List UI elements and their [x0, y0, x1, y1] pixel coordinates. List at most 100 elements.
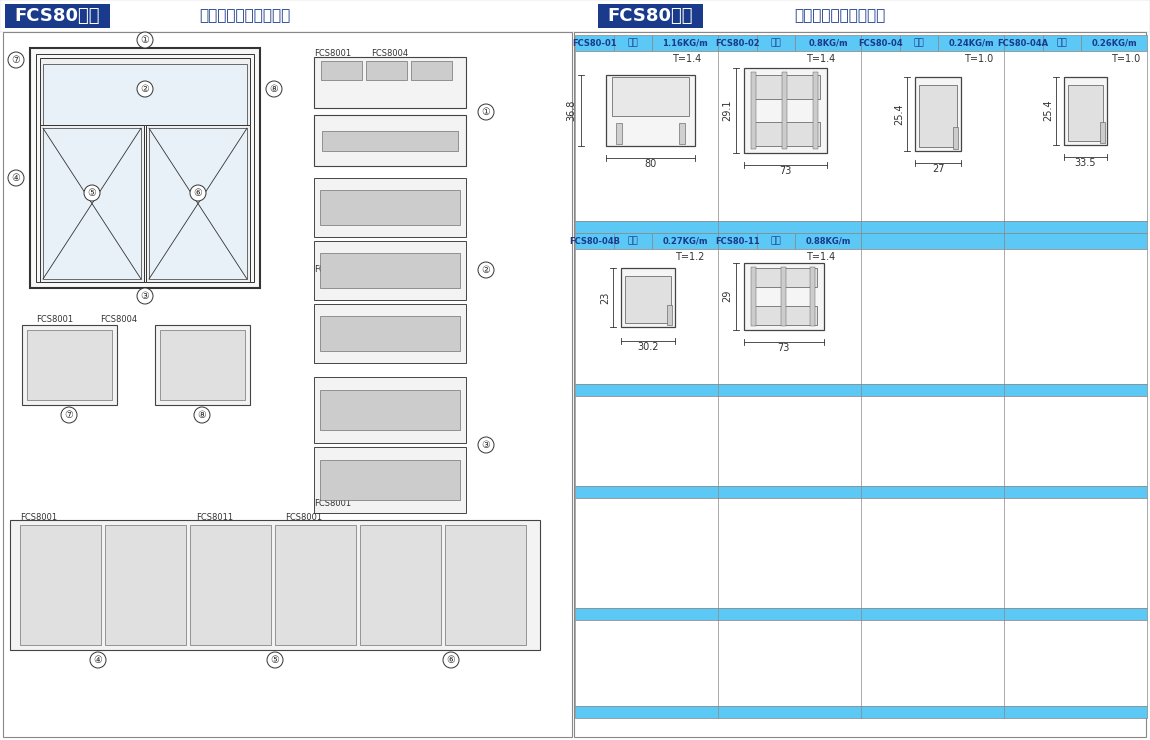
Text: FCS8011: FCS8011	[196, 513, 233, 522]
Text: T=1.4: T=1.4	[806, 54, 836, 64]
Bar	[320, 189, 460, 225]
Bar	[1004, 35, 1043, 51]
Bar	[0, 0, 1150, 32]
Bar	[275, 525, 356, 645]
Bar	[795, 233, 861, 249]
Text: 窗纱一体平开窗结构图: 窗纱一体平开窗结构图	[199, 8, 291, 24]
Bar	[652, 35, 718, 51]
Bar	[360, 525, 440, 645]
Bar	[3, 32, 572, 737]
Text: ②: ②	[482, 265, 490, 275]
Bar	[613, 77, 689, 116]
Text: FCS80-11: FCS80-11	[715, 237, 760, 246]
Bar	[757, 35, 795, 51]
Bar	[10, 520, 540, 650]
Circle shape	[137, 81, 153, 97]
Bar	[22, 325, 117, 405]
Bar	[146, 125, 250, 282]
Text: FCS8011: FCS8011	[314, 266, 351, 275]
Text: FCS8004: FCS8004	[100, 315, 137, 325]
Bar	[575, 233, 614, 249]
Bar	[322, 130, 458, 151]
Bar	[575, 706, 1147, 718]
Bar	[575, 35, 614, 51]
Text: FCS8001: FCS8001	[20, 513, 58, 522]
Text: FCS80-01: FCS80-01	[572, 38, 616, 47]
Text: FCS80-04A: FCS80-04A	[998, 38, 1049, 47]
Bar	[751, 306, 816, 325]
Bar	[366, 61, 407, 80]
Bar	[314, 304, 466, 363]
Bar	[575, 498, 1147, 608]
Text: ④: ④	[12, 173, 21, 183]
Text: FCS80系列: FCS80系列	[14, 7, 100, 25]
Bar	[20, 525, 101, 645]
Bar	[575, 221, 1147, 233]
Bar	[751, 72, 756, 149]
Text: 23: 23	[600, 292, 610, 304]
Circle shape	[478, 262, 494, 278]
Text: T=1.2: T=1.2	[675, 252, 704, 262]
Text: 压线: 压线	[628, 237, 638, 246]
Bar	[1004, 233, 1147, 249]
Text: ⑦: ⑦	[12, 55, 21, 65]
Text: ⑥: ⑥	[446, 655, 455, 665]
Bar	[321, 61, 362, 80]
Circle shape	[84, 185, 100, 201]
Bar	[751, 268, 816, 287]
Bar	[314, 115, 466, 166]
Text: 压线: 压线	[913, 38, 925, 47]
Bar	[314, 241, 466, 300]
Circle shape	[8, 170, 24, 186]
Text: ⑤: ⑤	[87, 188, 97, 198]
Bar	[40, 125, 144, 282]
Bar	[575, 51, 1147, 221]
Bar	[718, 35, 757, 51]
Text: 0.24KG/m: 0.24KG/m	[949, 38, 994, 47]
Circle shape	[266, 81, 282, 97]
Text: ⑤: ⑤	[270, 655, 279, 665]
Text: 29: 29	[722, 290, 733, 303]
Bar	[614, 35, 652, 51]
Text: 36.8: 36.8	[566, 100, 576, 121]
Bar	[150, 128, 247, 279]
Bar	[575, 384, 1147, 396]
Bar	[105, 525, 186, 645]
Bar	[795, 35, 861, 51]
Text: FCS8001: FCS8001	[36, 315, 74, 325]
Bar	[1081, 35, 1147, 51]
Text: 27: 27	[932, 164, 944, 175]
Bar	[919, 84, 957, 147]
Text: FCS8002: FCS8002	[290, 536, 327, 545]
Circle shape	[478, 104, 494, 120]
Text: 30.2: 30.2	[637, 343, 659, 352]
Text: 窗纱一体平开窗型材图: 窗纱一体平开窗型材图	[795, 8, 886, 24]
Bar	[320, 253, 460, 288]
Bar	[575, 608, 1147, 620]
Text: ⑧: ⑧	[269, 84, 278, 94]
Text: ①: ①	[140, 35, 150, 45]
Text: T=1.4: T=1.4	[672, 54, 701, 64]
Bar	[744, 263, 823, 330]
Bar	[575, 249, 1147, 384]
Bar	[314, 447, 466, 513]
Bar	[757, 233, 795, 249]
Bar	[861, 233, 1004, 249]
Text: 外框: 外框	[628, 38, 638, 47]
Bar	[624, 276, 672, 323]
Circle shape	[443, 652, 459, 668]
Bar	[1068, 84, 1103, 141]
Text: 80: 80	[645, 159, 657, 169]
Circle shape	[478, 437, 494, 453]
Text: 25.4: 25.4	[895, 103, 904, 125]
Bar	[598, 4, 703, 28]
Circle shape	[90, 652, 106, 668]
Text: ②: ②	[140, 84, 150, 94]
Text: FCS80-04: FCS80-04	[858, 38, 903, 47]
Text: 25.4: 25.4	[1043, 100, 1053, 121]
Bar	[26, 330, 112, 400]
Bar	[1043, 35, 1081, 51]
Circle shape	[194, 407, 210, 423]
Circle shape	[267, 652, 283, 668]
Bar	[320, 316, 460, 352]
